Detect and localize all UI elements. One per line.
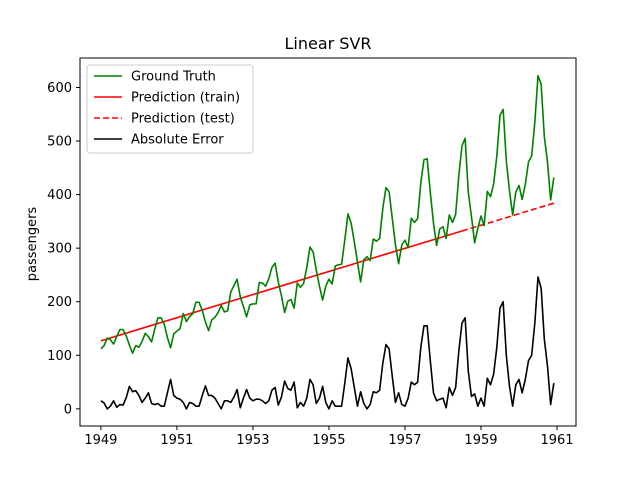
legend-label: Prediction (train)	[131, 91, 240, 106]
y-axis-label: passengers	[25, 207, 40, 282]
y-tick-label: 400	[47, 188, 72, 203]
series-line-absolute-error	[100, 276, 555, 410]
x-tick-label: 1949	[84, 433, 117, 448]
legend: Ground Truth Prediction (train) Prediction…	[86, 64, 254, 154]
legend-label: Absolute Error	[131, 133, 224, 148]
plot-area	[100, 74, 555, 410]
x-tick-label: 1951	[160, 433, 193, 448]
y-tick-label: 100	[47, 349, 72, 364]
legend-label: Ground Truth	[131, 70, 216, 85]
x-tick-label: 1953	[236, 433, 269, 448]
x-tick-label: 1961	[540, 433, 573, 448]
series-line-prediction-test	[461, 202, 555, 232]
y-tick-label: 500	[47, 135, 72, 150]
chart-title: Linear SVR	[284, 34, 371, 53]
x-tick-label: 1959	[464, 433, 497, 448]
x-tick-label: 1957	[388, 433, 421, 448]
y-tick-label: 0	[64, 402, 72, 417]
axes-ticks: 1949 1951 1953 1955 1957 1959 1961 0 100 200 300 40…	[47, 81, 573, 448]
y-tick-label: 300	[47, 242, 72, 257]
y-tick-label: 600	[47, 81, 72, 96]
legend-box	[86, 64, 254, 154]
series-line-ground-truth	[100, 74, 555, 354]
x-tick-label: 1955	[312, 433, 345, 448]
y-tick-label: 200	[47, 295, 72, 310]
legend-label: Prediction (test)	[131, 112, 235, 127]
axes-frame	[79, 57, 577, 427]
